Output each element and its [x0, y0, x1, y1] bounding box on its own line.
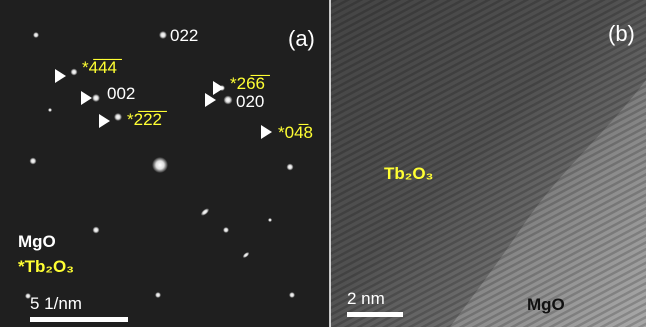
spot-label: *04̅8 [278, 123, 313, 142]
scale-bar [347, 312, 403, 317]
spot-label: 022 [170, 26, 198, 45]
phase-label: Tb₂O₃ [384, 164, 433, 183]
scale-bar [30, 317, 128, 322]
scale-bar-label: 5 1/nm [30, 294, 82, 313]
spot-label: *2̅2̅2̅ [127, 110, 167, 129]
panel-label: (b) [608, 21, 635, 46]
legend-entry: *Tb₂O₃ [18, 257, 74, 276]
page: {"panel_a": {"label": "(a)", "spot_label… [0, 0, 646, 327]
lattice-fringes [330, 0, 646, 327]
panel-label: (a) [288, 26, 315, 51]
spot-label: *4̅4̅4̅ [82, 58, 122, 77]
panel-a: 022 *4̅4̅4̅ 002 *2̅2̅2̅ *26̅6̅ 020 *04̅8… [0, 0, 330, 327]
scale-bar-label: 2 nm [347, 289, 385, 308]
spot-label: 020 [236, 92, 264, 111]
panel-b: (b) Tb₂O₃ MgO 2 nm [330, 0, 646, 327]
phase-label: MgO [527, 295, 565, 314]
spot-label: *26̅6̅ [230, 74, 270, 93]
legend-entry: MgO [18, 232, 56, 251]
spot-label: 002 [107, 84, 135, 103]
figure: 022 *4̅4̅4̅ 002 *2̅2̅2̅ *26̅6̅ 020 *04̅8… [0, 0, 646, 327]
